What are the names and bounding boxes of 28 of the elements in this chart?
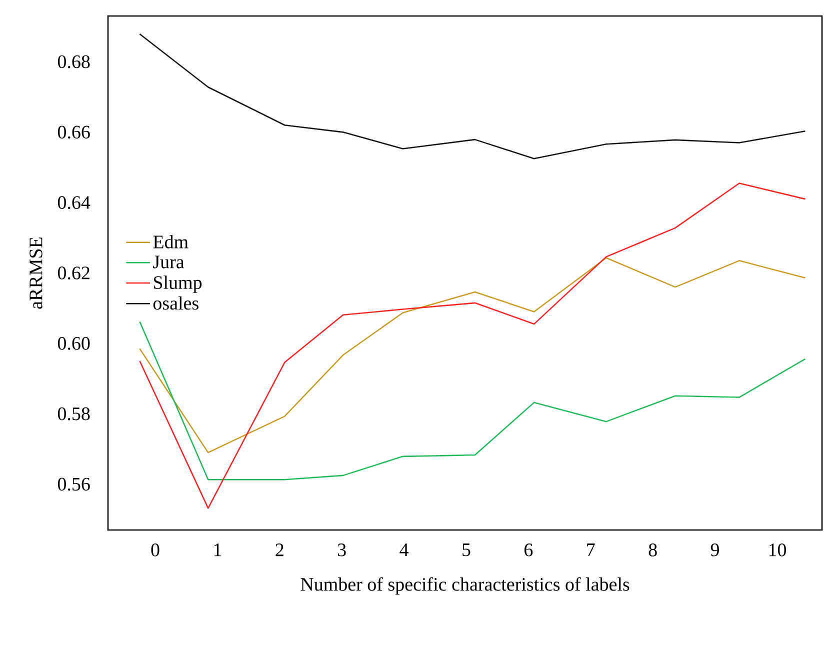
line-series [139, 182, 806, 509]
y-tick-label: 0.58 [58, 407, 90, 420]
x-tick-label: 7 [587, 544, 595, 556]
line-series [139, 320, 806, 480]
legend-label: Slump [154, 276, 202, 293]
y-tick-label: 0.66 [58, 126, 90, 139]
legend-label: Edm [153, 235, 188, 248]
y-tick-label: 0.60 [58, 336, 90, 350]
x-tick-label: 1 [214, 544, 222, 556]
x-tick-label: 4 [400, 544, 409, 556]
x-tick-label: 0 [151, 544, 160, 556]
x-tick-label: 10 [769, 544, 786, 556]
y-axis-title: aRRMSE [30, 238, 42, 309]
x-tick-label: 9 [710, 544, 719, 556]
y-tick-label: 0.56 [58, 478, 90, 491]
y-tick-label: 0.62 [58, 266, 90, 280]
legend-label: osales [153, 296, 198, 310]
y-tick-label: 0.64 [58, 196, 90, 210]
line-series [139, 257, 806, 454]
x-tick-label: 6 [524, 544, 533, 556]
x-tick-label: 8 [648, 544, 657, 556]
line-series [139, 33, 806, 160]
x-tick-label: 3 [338, 544, 346, 556]
y-tick-label: 0.68 [58, 55, 90, 68]
x-tick-label: 5 [462, 544, 470, 556]
x-axis-title: Number of specific characteristics of labels [300, 577, 630, 595]
legend-label: Jura [153, 256, 184, 268]
x-tick-label: 2 [276, 544, 284, 556]
